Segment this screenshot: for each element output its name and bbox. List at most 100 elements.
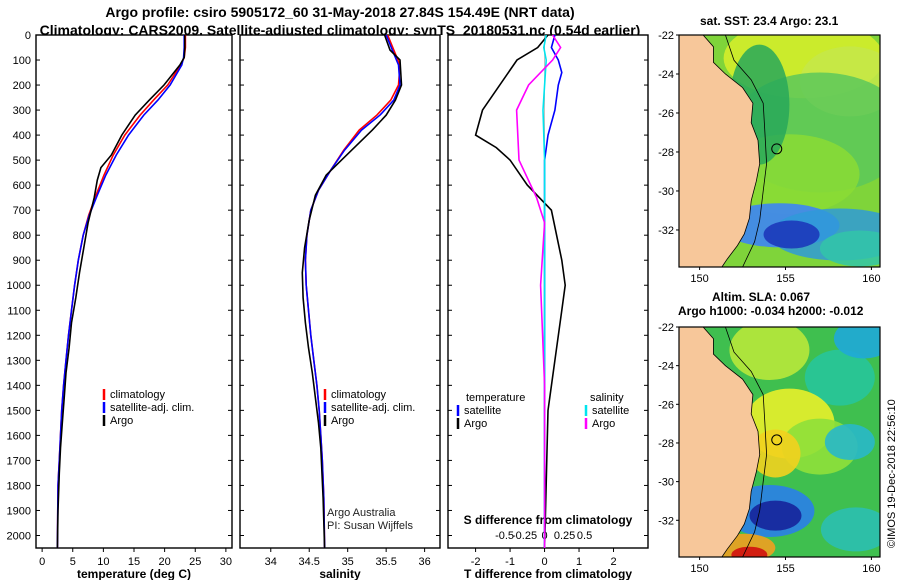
y-tick-label: 600 — [13, 180, 31, 192]
s-tick-label: -0.25 — [512, 530, 537, 542]
y-tick-label: 1300 — [7, 355, 31, 367]
x-tick-label: -2 — [471, 556, 481, 568]
map-y-tick-label: -28 — [658, 438, 674, 450]
legend-label: satellite — [592, 405, 629, 417]
x-tick-label: 34 — [265, 556, 277, 568]
x-tick-label: 30 — [220, 556, 232, 568]
x-tick-label: 2 — [610, 556, 616, 568]
map-y-tick-label: -32 — [658, 225, 674, 237]
x-tick-label: 0 — [541, 556, 547, 568]
map-x-tick-label: 155 — [776, 563, 794, 575]
map-frame — [678, 34, 881, 268]
map-y-tick-label: -26 — [658, 399, 674, 411]
map-x-tick-label: 150 — [690, 563, 708, 575]
y-tick-label: 1600 — [7, 430, 31, 442]
y-tick-label: 200 — [13, 80, 31, 92]
map-content — [679, 327, 880, 557]
legend-title-salinity: salinity — [590, 392, 624, 404]
map-y-tick-label: -32 — [658, 515, 674, 527]
y-tick-label: 100 — [13, 55, 31, 67]
legend-label: satellite-adj. clim. — [110, 402, 194, 414]
y-tick-label: 1500 — [7, 405, 31, 417]
sla-patch — [731, 546, 768, 557]
profile-location-marker — [771, 143, 783, 155]
map-y-tick-label: -24 — [658, 361, 674, 373]
x-tick-label: 15 — [128, 556, 140, 568]
y-tick-label: 1100 — [7, 305, 31, 317]
temperature-panel: 0100200300400500600700800900100011001200… — [7, 30, 233, 580]
sla-patch — [833, 327, 880, 359]
map-y-tick-label: -26 — [658, 108, 674, 120]
sst-patch — [763, 220, 820, 249]
land-mass — [679, 327, 761, 557]
y-tick-label: 1700 — [7, 455, 31, 467]
series-line-argo — [56, 35, 186, 549]
map-x-tick-label: 155 — [776, 273, 794, 285]
isobath-line — [725, 35, 768, 267]
map-y-tick-label: -22 — [658, 30, 674, 42]
sst-patch — [819, 230, 880, 267]
y-tick-label: 1000 — [7, 280, 31, 292]
legend-title-temperature: temperature — [466, 392, 525, 404]
s-tick-label: 0.25 — [554, 530, 575, 542]
chart-title-line1: Argo profile: csiro 5905172_60 31-May-20… — [105, 4, 575, 20]
isobath-line — [725, 327, 768, 557]
map-x-tick-label: 150 — [690, 273, 708, 285]
y-tick-label: 900 — [13, 255, 31, 267]
y-tick-label: 0 — [25, 30, 31, 42]
y-tick-label: 1400 — [7, 380, 31, 392]
s-tick-label: 0.5 — [577, 530, 592, 542]
x-tick-label: 10 — [97, 556, 109, 568]
map-content — [679, 35, 880, 267]
x-tick-label: 25 — [189, 556, 201, 568]
map-y-tick-label: -30 — [658, 477, 674, 489]
s-axis-label: S difference from climatology — [464, 513, 633, 527]
credit-pi: PI: Susan Wijffels — [327, 520, 413, 532]
series-line-satellite-adj-clim- — [56, 35, 185, 549]
x-tick-label: 20 — [159, 556, 171, 568]
map-y-tick-label: -24 — [658, 69, 674, 81]
plot-frame — [239, 34, 441, 549]
x-axis-label: temperature (deg C) — [77, 567, 191, 580]
x-tick-label: 0 — [39, 556, 45, 568]
legend-label: Argo — [592, 418, 615, 430]
y-tick-label: 300 — [13, 105, 31, 117]
x-tick-label: 35 — [342, 556, 354, 568]
y-tick-label: 500 — [13, 155, 31, 167]
series-line-argo — [301, 34, 403, 549]
plot-frame — [35, 34, 233, 549]
sla-patch — [750, 429, 801, 478]
sla-map: -22 -24 -26 -28 -30 -32 150 155 160 — [658, 322, 881, 575]
legend-label: Argo — [331, 415, 354, 427]
chart-title-line2: Climatology: CARS2009. Satellite-adjuste… — [39, 22, 641, 38]
sla-map-title: Altim. SLA: 0.067 — [712, 290, 811, 304]
credit-argo-australia: Argo Australia — [327, 507, 396, 519]
legend-label: Argo — [464, 418, 487, 430]
difference-panel: -2 -1 0 1 2T difference from climatology S di… — [447, 34, 649, 580]
x-tick-label: 36 — [418, 556, 430, 568]
series-line-t-argo — [474, 34, 567, 549]
plot-frame — [447, 34, 649, 549]
map-frame — [678, 326, 881, 558]
y-tick-label: 800 — [13, 230, 31, 242]
y-tick-label: 700 — [13, 205, 31, 217]
legend-label: Argo — [110, 415, 133, 427]
map-y-tick-label: -30 — [658, 186, 674, 198]
y-tick-label: 1900 — [7, 505, 31, 517]
imos-credit: ©IMOS 19-Dec-2018 22:56:10 — [886, 399, 898, 548]
map-y-tick-label: -28 — [658, 147, 674, 159]
x-axis-label: T difference from climatology — [464, 567, 632, 580]
x-tick-label: 34.5 — [299, 556, 320, 568]
x-axis-label: salinity — [319, 567, 361, 580]
sla-patch — [804, 349, 875, 406]
y-tick-label: 400 — [13, 130, 31, 142]
map-x-tick-label: 160 — [862, 273, 880, 285]
x-tick-label: 1 — [576, 556, 582, 568]
sla-map-subtitle: Argo h1000: -0.034 h2000: -0.012 — [678, 304, 864, 318]
sla-patch — [820, 507, 880, 552]
x-tick-label: 5 — [70, 556, 76, 568]
sla-patch — [824, 424, 875, 460]
map-x-tick-label: 160 — [862, 563, 880, 575]
salinity-panel: 34 34.5 35 35.5 36 salinity climatologysatelli… — [239, 34, 441, 580]
